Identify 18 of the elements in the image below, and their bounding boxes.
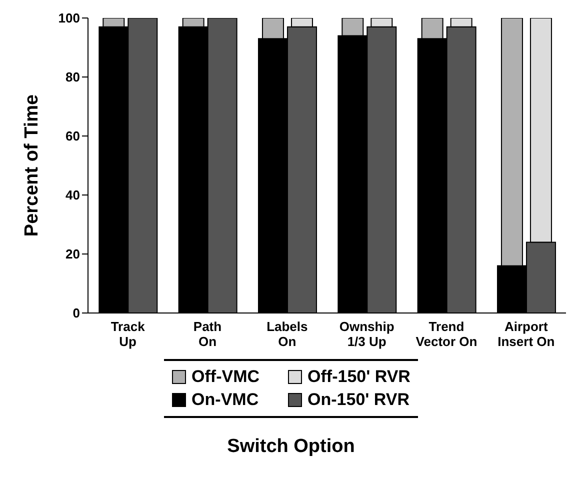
x-tick-label: Airport Insert On bbox=[498, 319, 555, 349]
y-tick-label: 40 bbox=[66, 188, 80, 203]
legend-label: On-VMC bbox=[192, 390, 259, 410]
y-tick-label: 20 bbox=[66, 246, 80, 262]
y-tick-label: 60 bbox=[66, 128, 80, 144]
y-axis-title: Percent of Time bbox=[22, 94, 43, 237]
x-tick-label: Ownship 1/3 Up bbox=[339, 319, 394, 349]
legend-label: On-150' RVR bbox=[308, 390, 410, 410]
x-tick-label: Trend Vector On bbox=[416, 319, 478, 349]
y-tick-label: 0 bbox=[72, 306, 80, 321]
x-axis-title: Switch Option bbox=[226, 436, 356, 458]
x-tick-label: Path On bbox=[193, 319, 222, 349]
y-tick-label: 100 bbox=[58, 10, 80, 26]
legend-label: Off-VMC bbox=[192, 367, 260, 387]
x-tick-label: Labels On bbox=[266, 319, 308, 349]
legend-label: Off-150' RVR bbox=[308, 367, 410, 387]
x-tick-label: Track Up bbox=[110, 319, 146, 349]
y-tick-label: 80 bbox=[66, 70, 80, 85]
